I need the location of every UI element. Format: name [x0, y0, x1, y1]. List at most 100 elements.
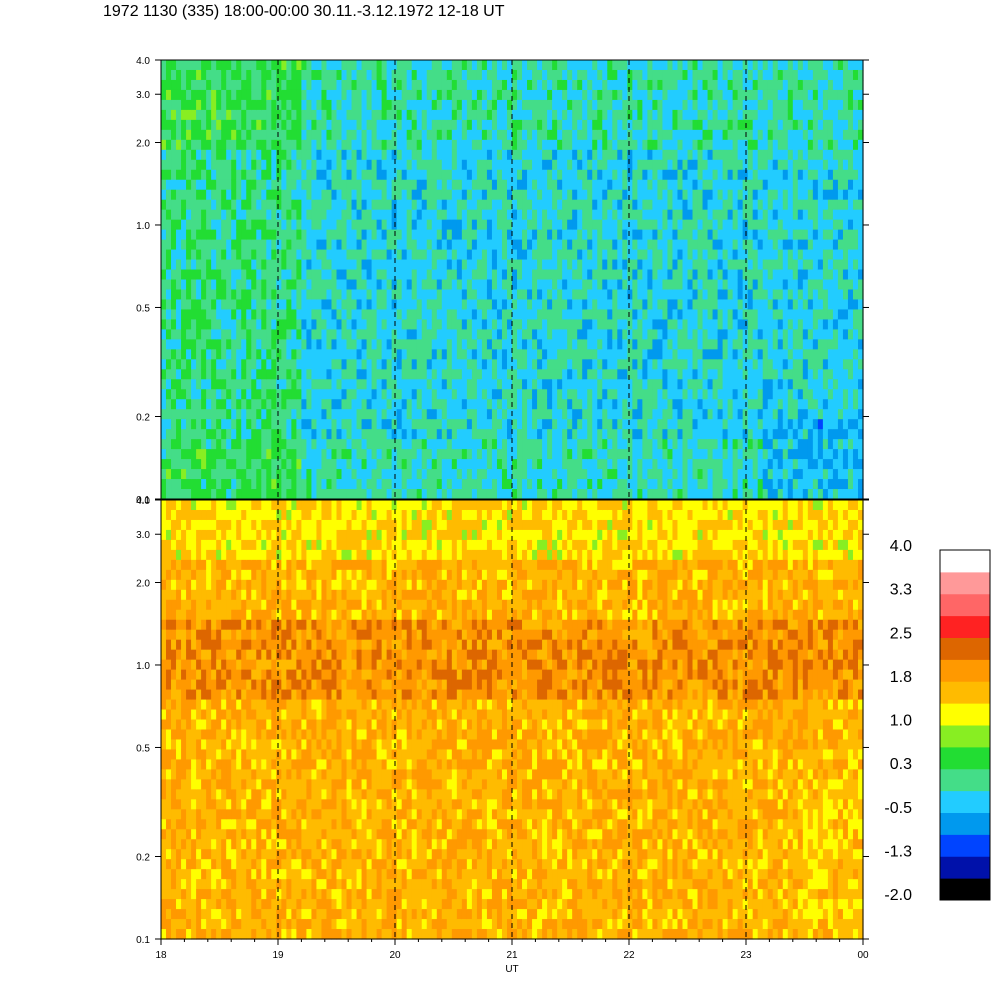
heatmap-cell	[727, 169, 734, 181]
heatmap-cell	[201, 359, 207, 370]
heatmap-cell	[171, 279, 177, 291]
heatmap-cell	[426, 469, 433, 480]
heatmap-cell	[301, 379, 308, 390]
heatmap-cell	[522, 159, 528, 171]
heatmap-cell	[667, 139, 674, 151]
heatmap-cell	[481, 269, 488, 281]
heatmap-cell	[246, 129, 252, 141]
heatmap-cell	[582, 139, 588, 151]
heatmap-cell	[406, 109, 413, 121]
heatmap-cell	[171, 209, 177, 221]
heatmap-cell	[316, 389, 323, 400]
heatmap-cell	[577, 239, 583, 251]
heatmap-cell	[411, 219, 418, 231]
heatmap-cell	[221, 60, 227, 71]
heatmap-cell	[286, 399, 292, 410]
heatmap-cell	[471, 409, 478, 420]
heatmap-cell	[667, 309, 674, 321]
heatmap-cell	[537, 339, 543, 350]
heatmap-cell	[171, 319, 177, 330]
heatmap-cell	[567, 489, 573, 500]
heatmap-cell	[642, 229, 648, 241]
heatmap-cell	[421, 89, 428, 101]
heatmap-cell	[506, 269, 513, 281]
heatmap-cell	[361, 289, 368, 301]
heatmap-cell	[491, 129, 498, 141]
heatmap-cell	[321, 279, 328, 291]
heatmap-cell	[572, 319, 578, 330]
heatmap-cell	[587, 129, 593, 141]
heatmap-cell	[411, 369, 418, 380]
heatmap-cell	[411, 289, 418, 301]
heatmap-cell	[181, 109, 187, 121]
heatmap-cell	[391, 389, 398, 400]
heatmap-cell	[552, 79, 558, 91]
heatmap-cell	[211, 439, 217, 450]
heatmap-cell	[371, 229, 378, 241]
heatmap-cell	[642, 299, 648, 311]
heatmap-cell	[542, 129, 548, 141]
heatmap-cell	[632, 169, 638, 181]
heatmap-cell	[281, 60, 287, 71]
heatmap-cell	[436, 189, 443, 201]
heatmap-cell	[356, 69, 363, 81]
heatmap-cell	[501, 229, 508, 241]
heatmap-cell	[677, 229, 684, 241]
heatmap-cell	[376, 169, 383, 181]
heatmap-cell	[406, 329, 413, 340]
heatmap-cell	[717, 109, 724, 121]
heatmap-cell	[567, 159, 573, 171]
heatmap-cell	[717, 299, 724, 311]
heatmap-cell	[617, 379, 623, 390]
heatmap-cell	[221, 279, 227, 291]
heatmap-cell	[166, 69, 172, 81]
heatmap-cell	[697, 329, 704, 340]
heatmap-cell	[331, 109, 338, 121]
heatmap-cell	[351, 89, 358, 101]
heatmap-cell	[537, 399, 543, 410]
heatmap-cell	[682, 89, 689, 101]
heatmap-cell	[567, 119, 573, 131]
heatmap-cell	[421, 79, 428, 91]
heatmap-cell	[281, 359, 287, 370]
heatmap-cell	[296, 69, 302, 81]
heatmap-cell	[231, 339, 237, 350]
heatmap-cell	[356, 309, 363, 321]
heatmap-cell	[406, 229, 413, 241]
heatmap-cell	[506, 229, 513, 241]
heatmap-cell	[411, 249, 418, 261]
heatmap-cell	[361, 60, 368, 71]
heatmap-cell	[717, 279, 724, 291]
heatmap-cell	[692, 269, 699, 281]
heatmap-cell	[306, 99, 313, 111]
heatmap-cell	[346, 219, 353, 231]
heatmap-cell	[226, 459, 232, 470]
heatmap-cell	[657, 429, 664, 440]
heatmap-cell	[306, 379, 313, 390]
heatmap-cell	[176, 249, 182, 261]
heatmap-cell	[547, 139, 553, 151]
heatmap-cell	[316, 329, 323, 340]
heatmap-cell	[692, 209, 699, 221]
heatmap-cell	[717, 389, 724, 400]
heatmap-cell	[647, 289, 653, 301]
heatmap-cell	[712, 259, 719, 271]
heatmap-cell	[506, 469, 513, 480]
heatmap-cell	[627, 189, 633, 201]
heatmap-cell	[281, 389, 287, 400]
heatmap-cell	[231, 319, 237, 330]
heatmap-cell	[381, 129, 388, 141]
heatmap-cell	[371, 309, 378, 321]
heatmap-cell	[266, 60, 272, 71]
heatmap-cell	[617, 179, 623, 191]
heatmap-cell	[356, 349, 363, 360]
heatmap-cell	[506, 69, 513, 81]
heatmap-cell	[236, 409, 242, 420]
heatmap-cell	[597, 199, 603, 211]
heatmap-cell	[406, 269, 413, 281]
heatmap-cell	[456, 60, 463, 71]
heatmap-cell	[186, 60, 192, 71]
heatmap-cell	[657, 409, 664, 420]
heatmap-cell	[366, 279, 373, 291]
heatmap-cell	[171, 179, 177, 191]
